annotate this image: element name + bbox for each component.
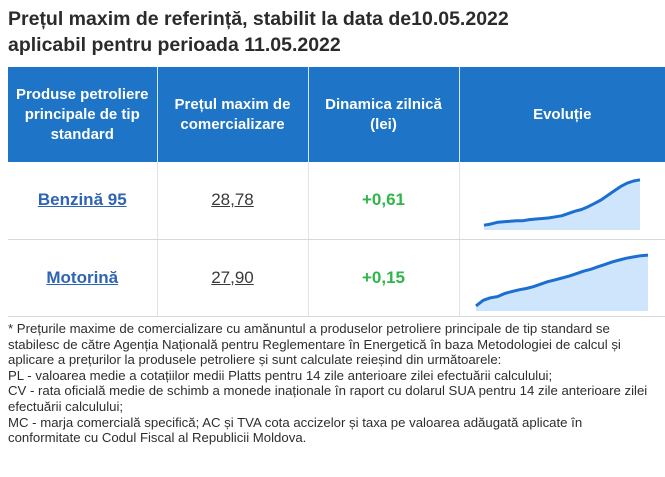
footnote-cv: CV - rata oficială medie de schimb a mon…: [8, 383, 648, 414]
table-row: Motorină 27,90 +0,15: [8, 239, 665, 317]
sparkline-area: [484, 180, 641, 231]
footnotes: * Prețurile maxime de comercializare cu …: [8, 321, 658, 446]
product-link-motorina[interactable]: Motorină: [46, 267, 119, 287]
page-title: Prețul maxim de referință, stabilit la d…: [8, 6, 658, 58]
trend-cell: [458, 239, 665, 317]
change-cell: +0,61: [307, 162, 459, 240]
daily-change-value: +0,15: [361, 267, 405, 287]
trend-cell: [458, 162, 665, 240]
title-line-2: aplicabil pentru perioada 11.05.2022: [8, 34, 341, 56]
change-cell: +0,15: [307, 239, 459, 317]
product-cell: Benzină 95: [8, 162, 157, 240]
header-product: Produse petroliere principale de tip sta…: [8, 67, 157, 162]
header-trend: Evoluție: [458, 67, 665, 162]
trend-sparkline: [475, 253, 649, 311]
product-link-benzina-95[interactable]: Benzină 95: [37, 190, 127, 210]
price-cell: 27,90: [156, 239, 308, 317]
prices-table: Produse petroliere principale de tip sta…: [8, 67, 665, 317]
price-value[interactable]: 27,90: [211, 267, 254, 287]
header-change: Dinamica zilnică (lei): [307, 67, 459, 162]
footnote-intro: * Prețurile maxime de comercializare cu …: [8, 321, 621, 368]
daily-change-value: +0,61: [361, 190, 405, 210]
price-cell: 28,78: [156, 162, 308, 240]
price-value[interactable]: 28,78: [211, 190, 254, 210]
sparkline-area: [476, 254, 649, 311]
footnote-mc: MC - marja comercială specifică; AC și T…: [8, 414, 583, 446]
table-header-row: Produse petroliere principale de tip sta…: [8, 67, 665, 162]
table-row: Benzină 95 28,78 +0,61: [8, 162, 665, 240]
title-line-1: Prețul maxim de referință, stabilit la d…: [8, 8, 509, 30]
sparkline-line: [483, 178, 641, 227]
product-cell: Motorină: [8, 239, 157, 317]
header-price: Prețul maxim de comercializare: [156, 67, 308, 162]
trend-sparkline: [483, 178, 641, 231]
sparkline-line: [475, 253, 649, 307]
footnote-pl: PL - valoarea medie a cotațiilor medii P…: [8, 367, 553, 383]
